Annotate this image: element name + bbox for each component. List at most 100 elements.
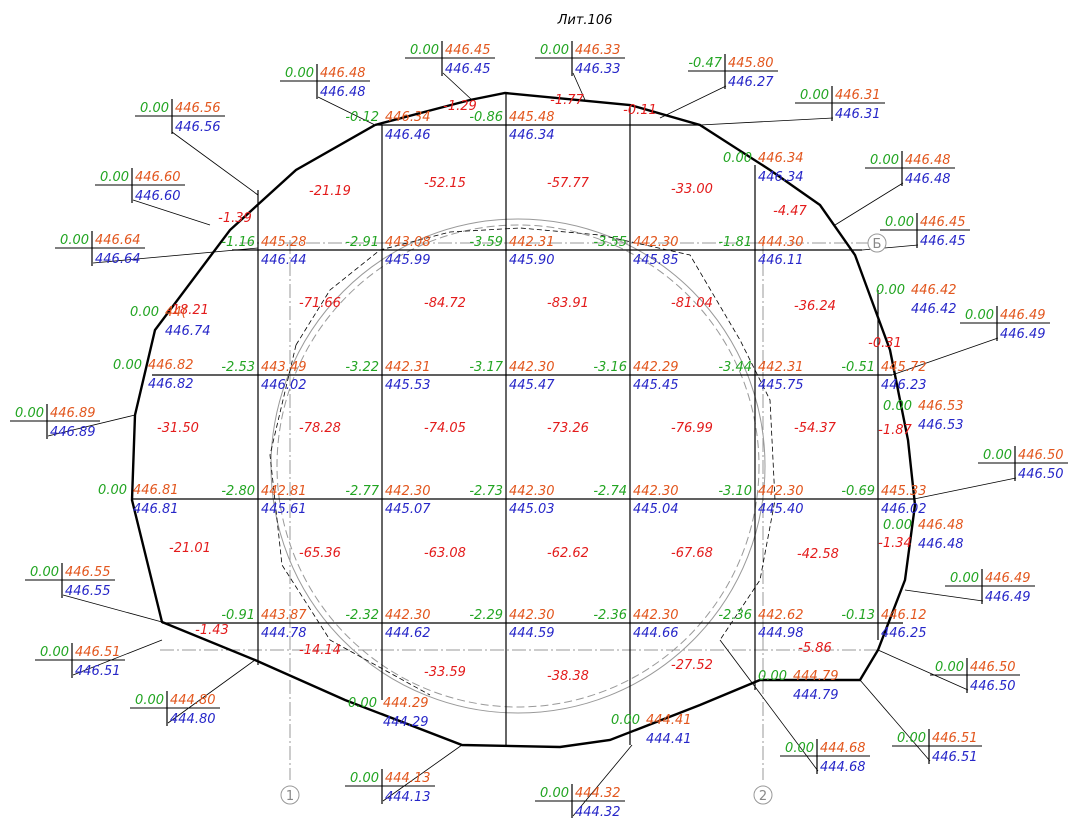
volume: -21.01 — [169, 541, 211, 556]
work-mark: 0.00 — [140, 101, 169, 116]
natural-mark: 446.02 — [261, 378, 307, 393]
natural-mark: 445.85 — [633, 253, 679, 268]
design-mark: 44( — [165, 305, 188, 320]
design-mark: 442.30 — [509, 484, 555, 499]
work-mark: -2.91 — [345, 235, 379, 250]
natural-mark: 446.82 — [148, 377, 194, 392]
natural-mark: 446.48 — [320, 85, 366, 100]
natural-mark: 446.23 — [881, 378, 927, 393]
grid — [132, 94, 914, 746]
work-mark: 0.00 — [785, 741, 814, 756]
work-mark: -3.10 — [718, 484, 752, 499]
work-mark: -1.81 — [718, 235, 752, 250]
design-mark: 444.13 — [385, 771, 431, 786]
volume: -67.68 — [671, 546, 713, 561]
natural-mark: 446.60 — [135, 189, 181, 204]
design-mark: 446.34 — [758, 151, 804, 166]
design-mark: 442.81 — [261, 484, 307, 499]
work-mark: 0.00 — [611, 713, 640, 728]
natural-mark: 446.45 — [920, 234, 966, 249]
volume: -71.66 — [299, 296, 341, 311]
work-mark: -2.74 — [593, 484, 627, 499]
work-mark: -2.53 — [221, 360, 255, 375]
work-mark: 0.00 — [40, 645, 69, 660]
volume: -83.91 — [547, 296, 589, 311]
design-mark: 446.50 — [970, 660, 1016, 675]
natural-mark: 444.79 — [793, 688, 839, 703]
natural-mark: 446.50 — [970, 679, 1016, 694]
natural-mark: 446.11 — [758, 253, 804, 268]
work-mark: 0.00 — [60, 233, 89, 248]
design-mark: 446.49 — [1000, 308, 1046, 323]
volume: -54.37 — [794, 421, 837, 436]
design-mark: 446.50 — [1018, 448, 1064, 463]
natural-mark: 445.47 — [509, 378, 555, 393]
work-mark: 0.00 — [885, 215, 914, 230]
work-mark: -1.16 — [221, 235, 255, 250]
axis-label: 2 — [759, 789, 767, 804]
design-mark: 443.87 — [261, 608, 307, 623]
natural-mark: 446.25 — [881, 626, 927, 641]
design-mark: 442.31 — [758, 360, 804, 375]
design-mark: 442.62 — [758, 608, 804, 623]
natural-mark: 444.62 — [385, 626, 431, 641]
work-mark: 0.00 — [98, 483, 127, 498]
natural-mark: 446.51 — [75, 664, 121, 679]
work-mark: -3.16 — [593, 360, 627, 375]
natural-mark: 444.78 — [261, 626, 307, 641]
volume: -33.59 — [424, 665, 466, 680]
work-mark: -2.36 — [718, 608, 752, 623]
work-mark: -3.17 — [469, 360, 503, 375]
design-mark: 443.49 — [261, 360, 307, 375]
work-mark: -0.86 — [469, 110, 503, 125]
volume: -27.52 — [671, 658, 713, 673]
volume: -62.62 — [547, 546, 589, 561]
natural-mark: 444.32 — [575, 805, 621, 818]
natural-mark: 445.75 — [758, 378, 804, 393]
design-mark: 446.48 — [918, 518, 964, 533]
natural-mark: 444.68 — [820, 760, 866, 775]
work-mark: 0.00 — [100, 170, 129, 185]
work-mark: -2.32 — [345, 608, 379, 623]
work-mark: 0.00 — [285, 66, 314, 81]
volume: -36.24 — [794, 299, 836, 314]
volume: -74.05 — [424, 421, 466, 436]
volume: -65.36 — [299, 546, 341, 561]
natural-mark: 445.45 — [633, 378, 679, 393]
design-mark: 446.48 — [320, 66, 366, 81]
design-mark: 445.28 — [261, 235, 307, 250]
design-mark: 442.30 — [633, 484, 679, 499]
natural-mark: 445.99 — [385, 253, 431, 268]
work-mark: -3.44 — [718, 360, 752, 375]
natural-mark: 446.49 — [985, 590, 1031, 605]
design-mark: 443.08 — [385, 235, 431, 250]
volume: -73.26 — [547, 421, 589, 436]
design-mark: 444.32 — [575, 786, 621, 801]
design-mark: 442.30 — [633, 235, 679, 250]
design-mark: 442.31 — [385, 360, 431, 375]
design-mark: 446.64 — [95, 233, 141, 248]
natural-mark: 446.34 — [509, 128, 555, 143]
work-mark: 0.00 — [30, 565, 59, 580]
volume: -1.87 — [878, 423, 912, 438]
leaders — [47, 72, 1017, 817]
natural-mark: 446.34 — [758, 170, 804, 185]
volume: -63.08 — [424, 546, 466, 561]
work-mark: 0.00 — [870, 153, 899, 168]
design-mark: 444.29 — [383, 696, 429, 711]
design-mark: 446.89 — [50, 406, 96, 421]
natural-mark: 444.29 — [383, 715, 429, 730]
work-mark: 0.00 — [965, 308, 994, 323]
design-mark: 446.45 — [445, 43, 491, 58]
work-mark: 0.00 — [135, 693, 164, 708]
natural-mark: 444.59 — [509, 626, 555, 641]
natural-mark: 446.64 — [95, 252, 141, 267]
volume: -84.72 — [424, 296, 466, 311]
volume: -31.50 — [157, 421, 199, 436]
design-mark: 446.55 — [65, 565, 111, 580]
axis-label: 1 — [286, 789, 294, 804]
design-mark: 444.68 — [820, 741, 866, 756]
design-mark: 446.60 — [135, 170, 181, 185]
volume: -21.19 — [309, 184, 351, 199]
